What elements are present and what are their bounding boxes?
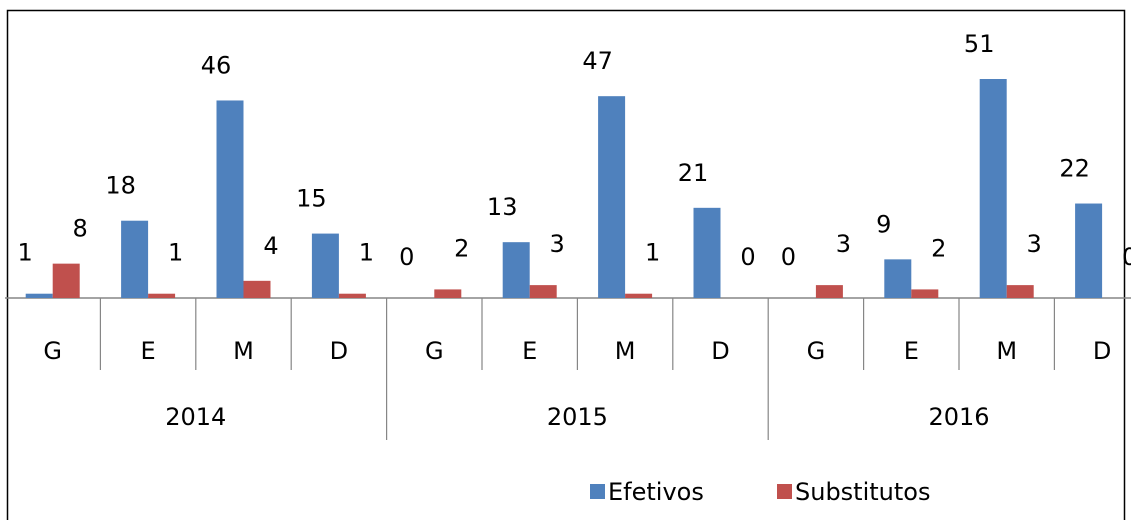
data-label: 1 — [645, 239, 660, 267]
bar — [1006, 285, 1034, 298]
legend-swatch — [590, 484, 605, 499]
data-label: 22 — [1059, 155, 1090, 183]
data-label: 1 — [359, 239, 374, 267]
group-label: 2016 — [928, 403, 989, 431]
bar — [25, 293, 53, 298]
bar — [1075, 203, 1103, 298]
legend-label: Efetivos — [608, 478, 704, 506]
data-label: 2 — [931, 234, 946, 262]
data-label: 9 — [876, 210, 891, 238]
data-label: 0 — [1122, 243, 1131, 271]
data-label: 1 — [18, 239, 33, 267]
bar — [693, 207, 721, 298]
bar — [815, 285, 843, 298]
data-label: 1 — [168, 239, 183, 267]
data-label: 18 — [105, 172, 136, 200]
bar — [529, 285, 557, 298]
x-tick-label: M — [615, 337, 636, 365]
data-label: 46 — [201, 51, 232, 79]
x-tick-label: M — [233, 337, 254, 365]
x-tick-label: G — [43, 337, 62, 365]
data-label: 21 — [678, 159, 709, 187]
bar — [625, 293, 653, 298]
bar — [243, 280, 271, 298]
bar — [216, 100, 244, 299]
data-label: 4 — [263, 232, 278, 260]
bar — [434, 289, 462, 298]
data-label: 3 — [550, 230, 565, 258]
data-label: 15 — [296, 185, 327, 213]
data-label: 0 — [399, 243, 414, 271]
data-label: 0 — [781, 243, 796, 271]
data-label: 13 — [487, 193, 518, 221]
legend-label: Substitutos — [795, 478, 930, 506]
legend-swatch — [777, 484, 792, 499]
bar — [502, 242, 530, 298]
bar — [121, 220, 149, 298]
x-tick-label: G — [807, 337, 826, 365]
bar — [598, 96, 626, 298]
data-label: 47 — [582, 47, 613, 75]
x-tick-label: M — [996, 337, 1017, 365]
data-label: 51 — [964, 30, 995, 58]
bar — [311, 233, 339, 298]
bar — [52, 263, 80, 298]
bar — [979, 79, 1007, 298]
x-tick-label: G — [425, 337, 444, 365]
data-label: 8 — [73, 215, 88, 243]
x-tick-label: E — [141, 337, 156, 365]
data-label: 0 — [740, 243, 755, 271]
bar — [911, 289, 939, 298]
x-tick-label: D — [711, 337, 729, 365]
x-tick-label: E — [904, 337, 919, 365]
data-label: 2 — [454, 234, 469, 262]
group-label: 2014 — [165, 403, 226, 431]
x-tick-label: D — [1093, 337, 1111, 365]
chart-frame — [6, 9, 1126, 520]
x-tick-label: D — [330, 337, 348, 365]
x-tick-label: E — [522, 337, 537, 365]
data-label: 3 — [836, 230, 851, 258]
bar — [148, 293, 176, 298]
group-label: 2015 — [547, 403, 608, 431]
bar — [338, 293, 366, 298]
data-label: 3 — [1027, 230, 1042, 258]
bar — [884, 259, 912, 298]
